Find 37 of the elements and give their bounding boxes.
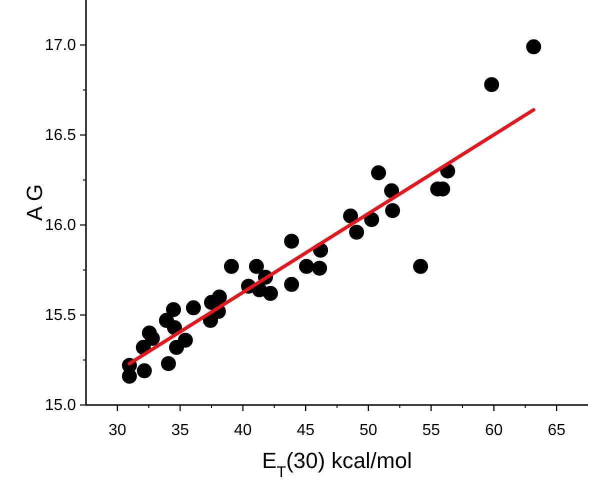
point xyxy=(122,368,137,384)
y-tick-label: 16.0 xyxy=(44,217,76,234)
point xyxy=(178,332,193,348)
x-tick-label: 40 xyxy=(234,422,252,439)
point xyxy=(413,258,428,274)
y-tick-label: 15.5 xyxy=(44,307,76,324)
point xyxy=(526,39,542,54)
point xyxy=(212,290,227,304)
point xyxy=(136,363,152,378)
point xyxy=(284,234,300,249)
point xyxy=(343,208,358,224)
point xyxy=(144,330,160,346)
y-tick-label: 16.5 xyxy=(44,127,76,144)
x-tick-label: 60 xyxy=(484,422,503,439)
x-tick-label: 45 xyxy=(296,422,315,439)
x-tick-label: 30 xyxy=(108,422,126,439)
y-axis-title: A G xyxy=(22,184,47,221)
point xyxy=(299,258,314,274)
point xyxy=(262,286,278,301)
point xyxy=(484,77,500,92)
point xyxy=(166,302,181,318)
point xyxy=(224,258,239,274)
x-tick-label: 50 xyxy=(359,422,378,439)
point xyxy=(186,300,201,316)
point xyxy=(312,260,328,276)
x-axis-title: E$_{T}$(30) kcal/mol xyxy=(262,448,412,480)
y-tick-label: 15.0 xyxy=(44,397,76,414)
x-tick-label: 35 xyxy=(171,422,190,439)
point xyxy=(160,356,176,372)
point xyxy=(385,203,400,218)
x-tick-label: 55 xyxy=(422,422,440,439)
point xyxy=(349,224,364,240)
point xyxy=(371,165,386,180)
point xyxy=(248,258,264,274)
y-tick-label: 17.0 xyxy=(44,37,76,54)
point xyxy=(284,276,300,292)
x-tick-label: 65 xyxy=(548,422,566,439)
